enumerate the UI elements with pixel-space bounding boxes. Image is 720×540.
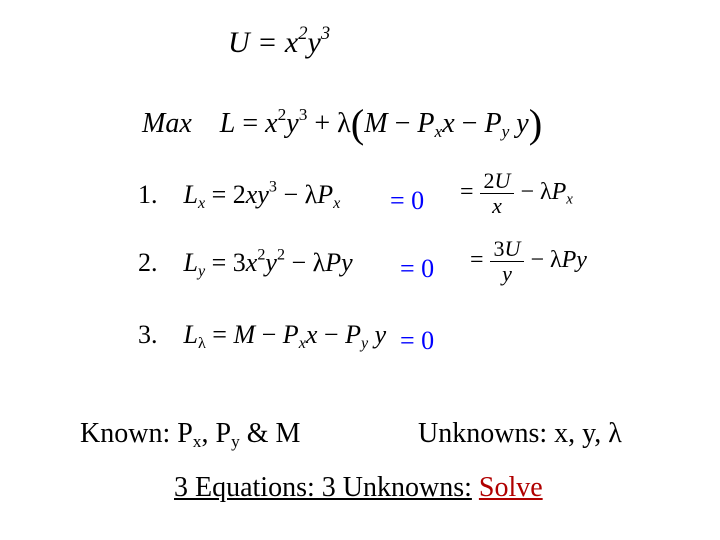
foc-row-2: 2. Ly = 3x2y2 − λPy= 0= 3Uy − λPy	[138, 248, 698, 304]
slide: U = x2y3 Max L = x2y3 + λ(M − Pxx − Py y…	[0, 0, 720, 540]
equals-zero: = 0	[400, 254, 434, 284]
foc-rhs: = 2Ux − λPx	[460, 170, 573, 217]
equation-utility: U = x2y3	[228, 26, 330, 60]
final-line: 3 Equations: 3 Unknowns: Solve	[174, 472, 543, 504]
equals-zero: = 0	[390, 186, 424, 216]
foc-rhs: = 3Uy − λPy	[470, 238, 587, 285]
equals-zero: = 0	[400, 326, 434, 356]
foc-lhs: 2. Ly = 3x2y2 − λPy	[138, 248, 353, 278]
foc-lhs: 3. Lλ = M − Pxx − Py y	[138, 320, 386, 350]
equation-lagrangian: Max L = x2y3 + λ(M − Pxx − Py y)	[142, 100, 542, 147]
known-text: Known: Px, Py & M	[80, 418, 300, 450]
foc-row-1: 1. Lx = 2xy3 − λPx= 0= 2Ux − λPx	[138, 180, 698, 236]
unknowns-text: Unknowns: x, y, λ	[418, 418, 622, 450]
foc-row-3: 3. Lλ = M − Pxx − Py y = 0	[138, 320, 698, 376]
foc-lhs: 1. Lx = 2xy3 − λPx	[138, 180, 340, 210]
